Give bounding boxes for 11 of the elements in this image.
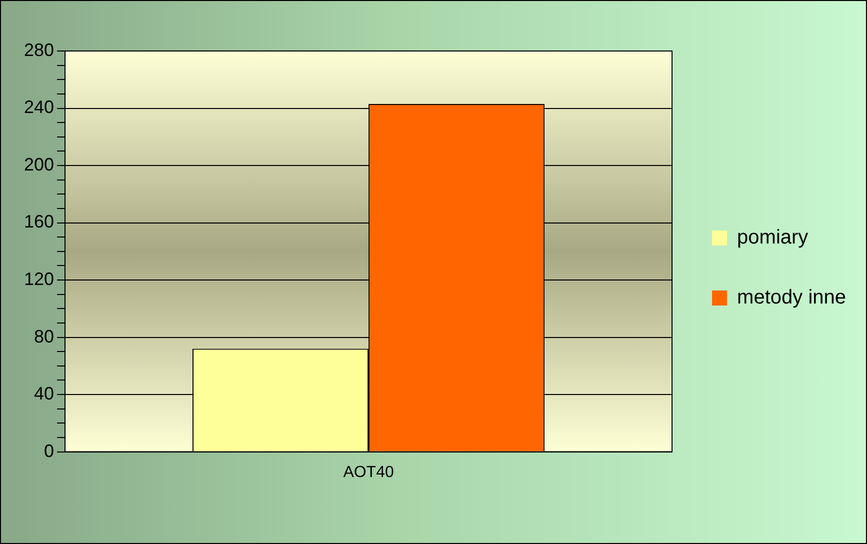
y-tick-label: 0	[44, 440, 54, 461]
y-tick-label: 120	[24, 268, 54, 289]
x-tick-label: AOT40	[343, 464, 394, 481]
y-tick-label: 240	[24, 97, 54, 118]
y-tick-label: 40	[34, 384, 54, 404]
legend-label: pomiary	[737, 226, 808, 249]
y-tick-label: 280	[24, 40, 54, 60]
y-tick-label: 200	[24, 154, 54, 174]
legend-label: metody inne	[737, 286, 846, 309]
y-tick-label: 160	[24, 212, 54, 232]
y-tick-label: 80	[34, 326, 54, 346]
